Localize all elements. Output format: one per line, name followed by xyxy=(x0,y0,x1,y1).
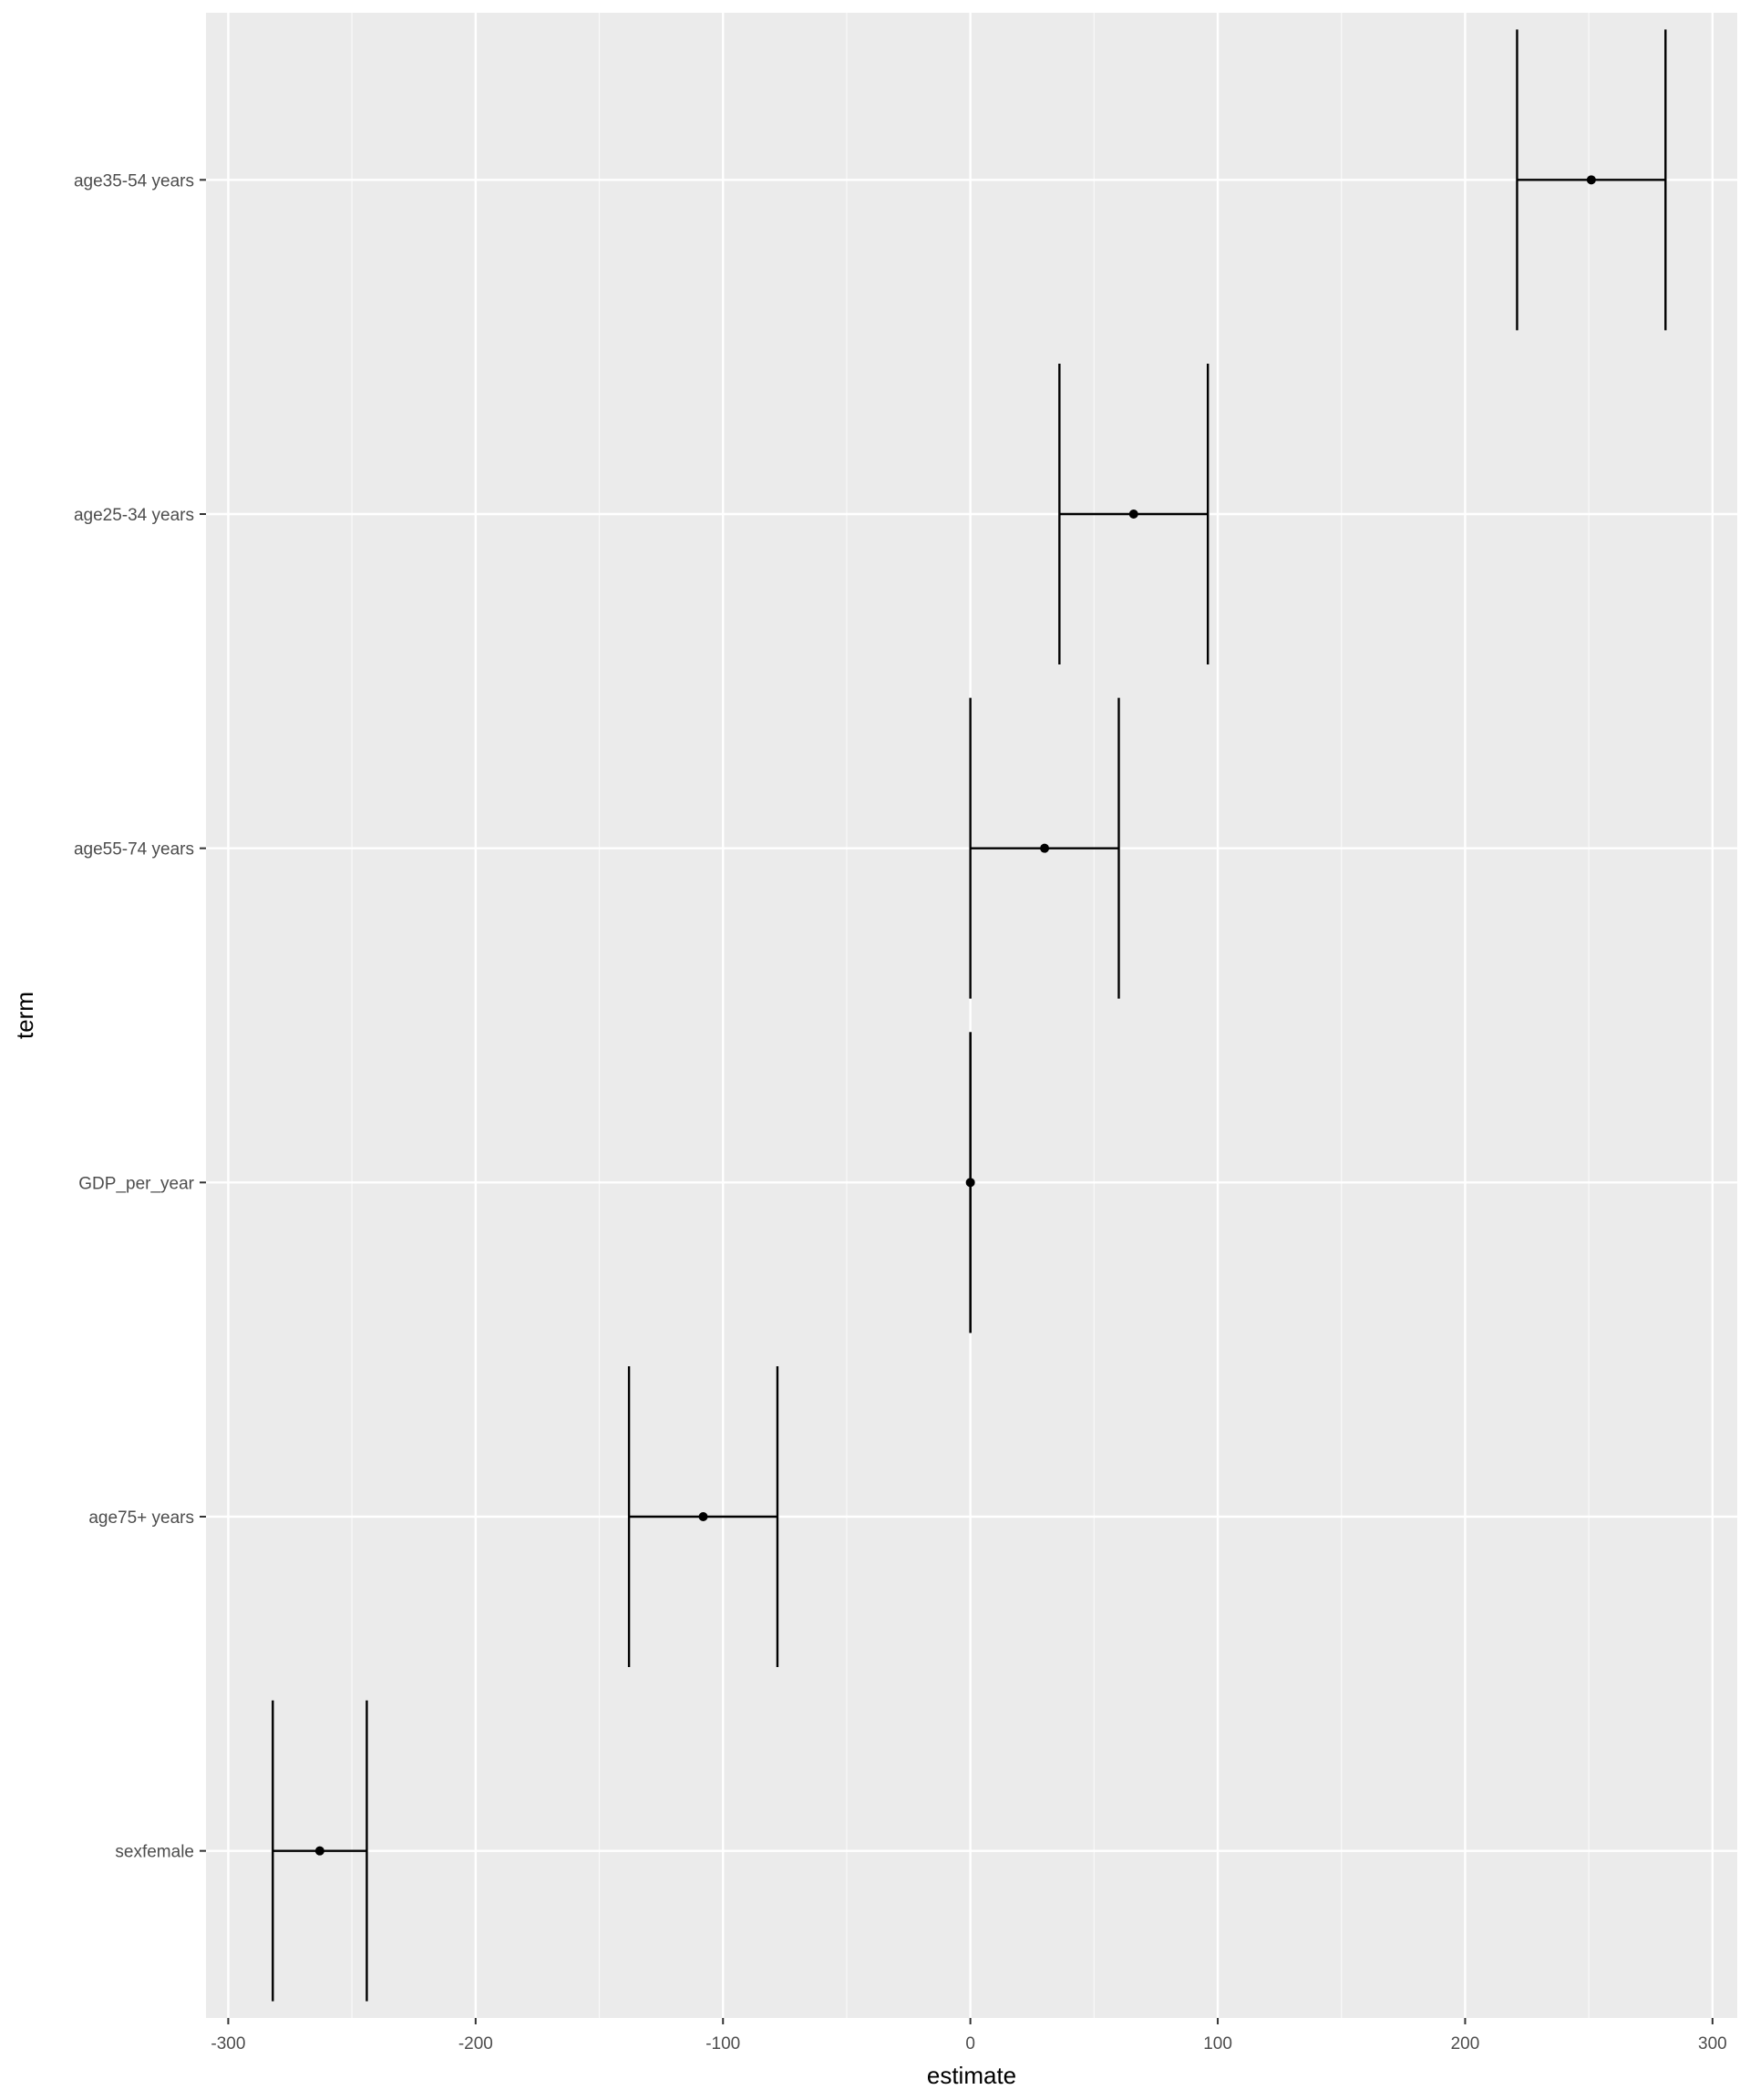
estimate-point xyxy=(1128,510,1138,519)
plot-panel xyxy=(206,13,1737,2018)
y-tick-label: age55-74 years xyxy=(74,840,194,860)
y-tick-label: age25-34 years xyxy=(74,506,194,525)
minor-gridlines xyxy=(351,13,1590,2018)
estimate-point xyxy=(965,1178,975,1188)
estimate-point xyxy=(314,1846,324,1856)
estimate-point xyxy=(698,1512,708,1521)
x-tick-label: 0 xyxy=(965,2034,975,2054)
error-bars xyxy=(272,29,1667,2002)
x-tick-label: -300 xyxy=(211,2034,245,2054)
y-axis-title: term xyxy=(11,992,38,1039)
y-tick-label: age75+ years xyxy=(88,1508,194,1528)
x-axis-title: estimate xyxy=(927,2062,1016,2089)
y-tick-label: age35-54 years xyxy=(74,171,194,190)
y-tick-label: GDP_per_year xyxy=(78,1174,194,1193)
x-tick-label: 300 xyxy=(1698,2034,1727,2054)
x-tick-label: 100 xyxy=(1203,2034,1232,2054)
estimate-point xyxy=(1586,175,1596,185)
x-tick-label: -200 xyxy=(458,2034,493,2054)
y-tick-label: sexfemale xyxy=(115,1843,194,1862)
y-axis: age35-54 years age25-34 years age55-74 yea… xyxy=(74,171,206,1862)
x-tick-label: -100 xyxy=(705,2034,740,2054)
x-axis: -300 -200 -100 0 100 200 300 xyxy=(211,2018,1727,2054)
estimate-point xyxy=(1040,843,1050,853)
x-tick-label: 200 xyxy=(1451,2034,1480,2054)
major-gridlines xyxy=(206,13,1737,2018)
